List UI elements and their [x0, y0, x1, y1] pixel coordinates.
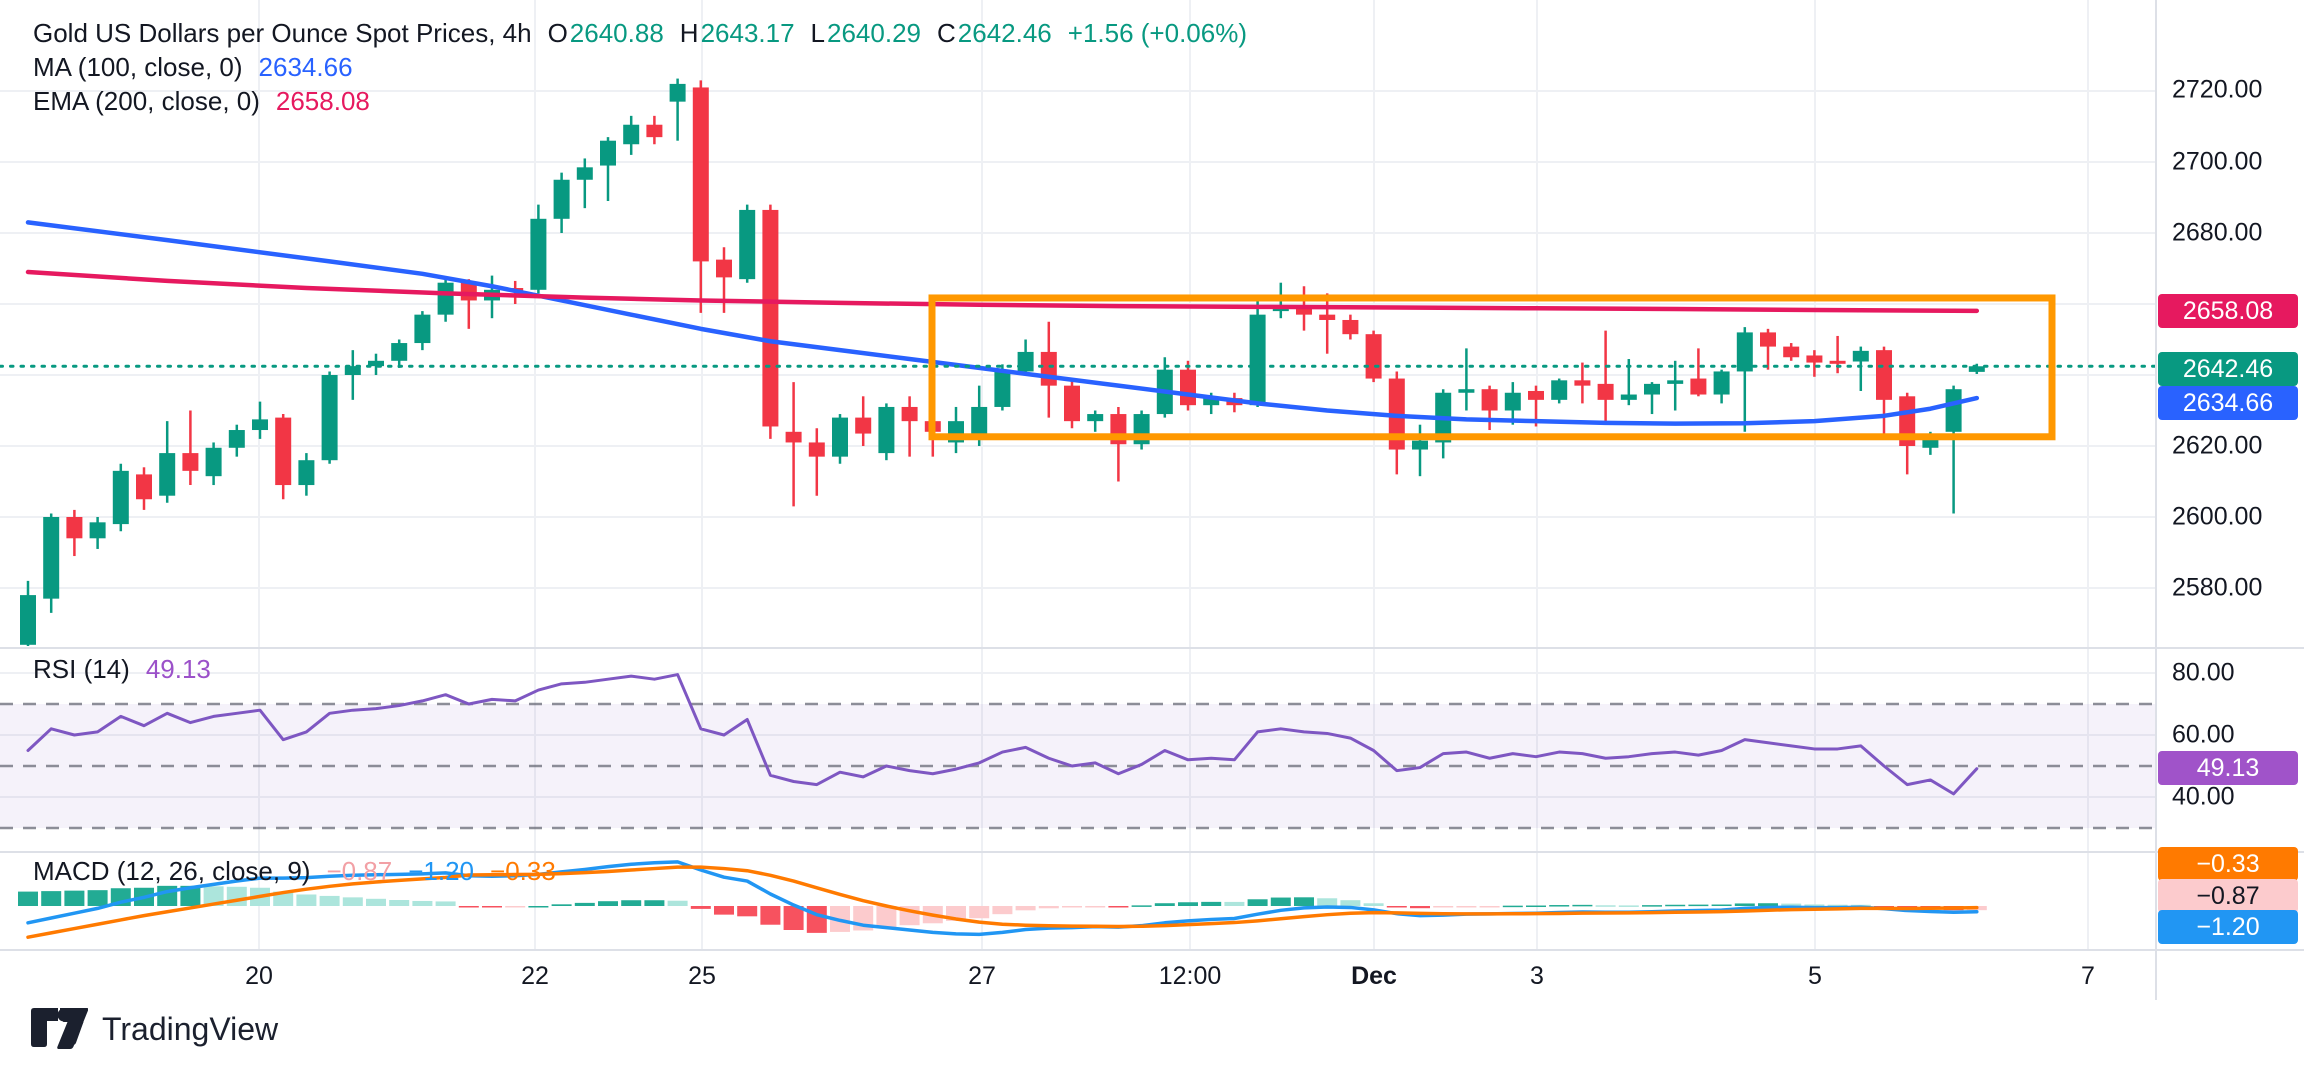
close-value: C 2642.46 [937, 18, 1052, 48]
rsi-legend-row[interactable]: RSI (14) 49.13 [33, 654, 211, 685]
tradingview-wordmark: TradingView [102, 1010, 279, 1047]
ema-legend-row[interactable]: EMA (200, close, 0) 2658.08 [33, 84, 1247, 118]
rsi-value: 49.13 [145, 654, 211, 684]
open-value: O 2640.88 [547, 18, 664, 48]
rsi-label: RSI (14) [33, 654, 130, 684]
rsi-tick-label: 40.00 [2172, 782, 2235, 811]
time-tick-label: 3 [1530, 962, 1544, 990]
macd-line-value: −1.20 [408, 856, 475, 886]
ma-price-badge: 2634.66 [2158, 386, 2298, 420]
time-tick-label: 20 [245, 962, 273, 990]
ema-price-badge: 2658.08 [2158, 294, 2298, 328]
time-tick-label: 7 [2081, 962, 2095, 990]
price-tick-label: 2600.00 [2172, 502, 2263, 531]
price-tick-label: 2620.00 [2172, 431, 2263, 460]
main-series-legend[interactable]: Gold US Dollars per Ounce Spot Prices, 4… [33, 16, 1247, 118]
change-value: +1.56 (+0.06%) [1067, 18, 1247, 48]
tradingview-logo[interactable]: TradingView [30, 1008, 278, 1050]
macd-line-badge: −1.20 [2158, 910, 2298, 944]
ema-label: EMA (200, close, 0) [33, 86, 260, 116]
time-tick-label: 22 [521, 962, 549, 990]
high-value: H 2643.17 [679, 18, 795, 48]
ma-value: 2634.66 [258, 52, 353, 82]
low-value: L 2640.29 [810, 18, 921, 48]
price-tick-label: 2580.00 [2172, 573, 2263, 602]
ohlc-legend-row[interactable]: Gold US Dollars per Ounce Spot Prices, 4… [33, 16, 1247, 50]
macd-signal-value: −0.33 [490, 856, 556, 886]
macd-label: MACD (12, 26, close, 9) [33, 856, 311, 886]
time-tick-label: 27 [968, 962, 996, 990]
rsi-tick-label: 60.00 [2172, 720, 2235, 749]
tradingview-logo-icon [31, 1008, 88, 1049]
ema-value: 2658.08 [275, 86, 370, 116]
last-price-badge: 2642.46 [2158, 352, 2298, 386]
time-tick-label: 5 [1808, 962, 1822, 990]
macd-hist-value: −0.87 [326, 856, 393, 886]
price-tick-label: 2700.00 [2172, 147, 2263, 176]
ma-label: MA (100, close, 0) [33, 52, 243, 82]
macd-hist-badge: −0.87 [2158, 879, 2298, 913]
time-tick-label: Dec [1351, 962, 1397, 990]
symbol-title: Gold US Dollars per Ounce Spot Prices, 4… [33, 18, 532, 48]
time-tick-label: 12:00 [1158, 962, 1222, 990]
rsi-tick-label: 80.00 [2172, 658, 2235, 687]
macd-signal-badge: −0.33 [2158, 847, 2298, 881]
price-tick-label: 2680.00 [2172, 218, 2263, 247]
price-tick-label: 2720.00 [2172, 75, 2263, 104]
ma-legend-row[interactable]: MA (100, close, 0) 2634.66 [33, 50, 1247, 84]
macd-legend-row[interactable]: MACD (12, 26, close, 9) −0.87 −1.20 −0.3… [33, 856, 556, 887]
rsi-value-badge: 49.13 [2158, 751, 2298, 785]
time-tick-label: 25 [688, 962, 716, 990]
